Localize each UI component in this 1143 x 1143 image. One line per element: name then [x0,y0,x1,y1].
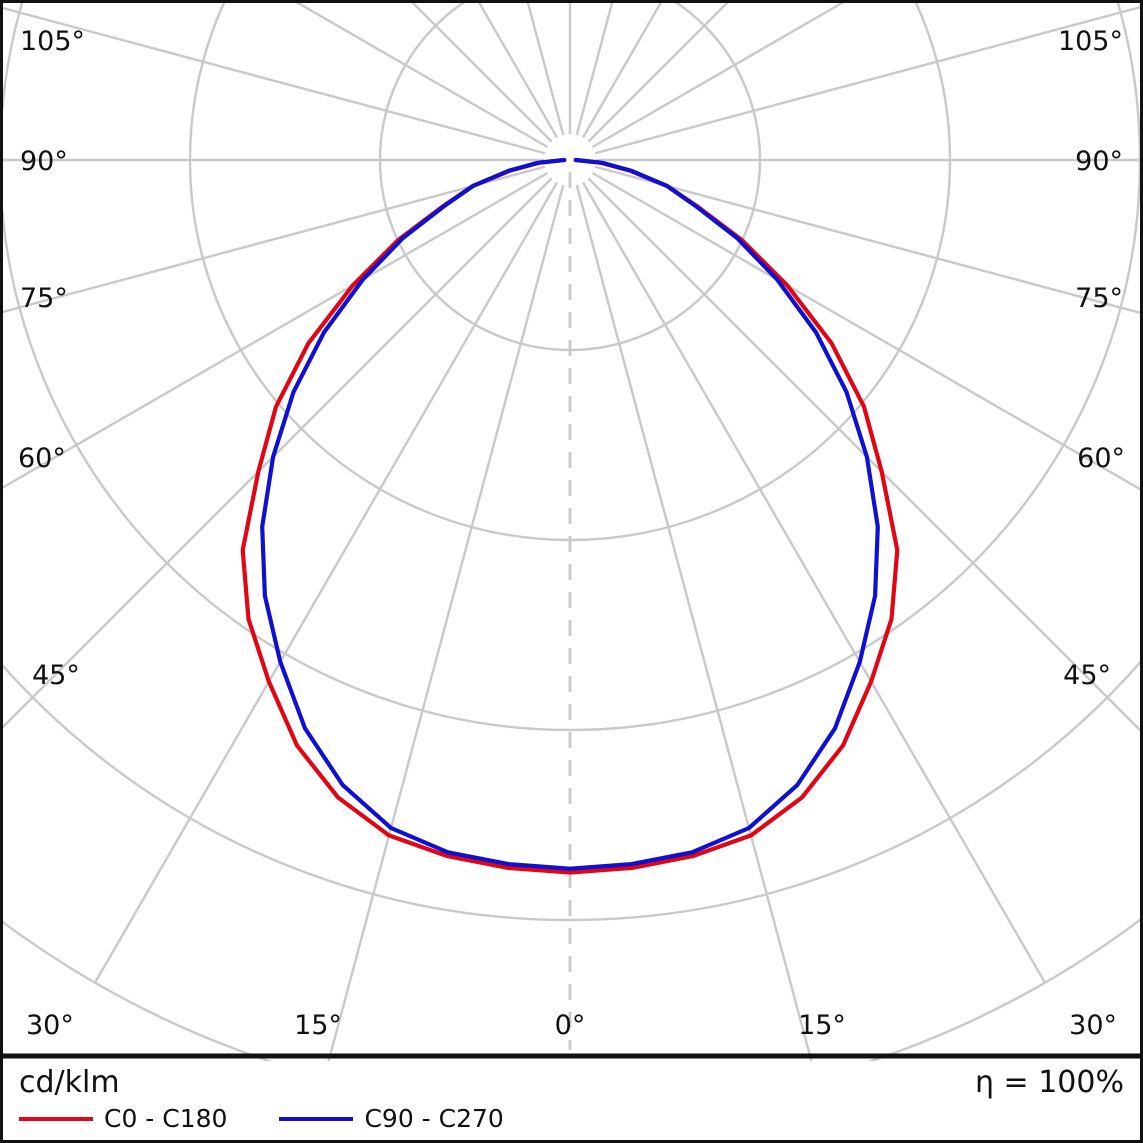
grid-radial-line [3,177,553,729]
grid-radial-line [581,181,1047,984]
efficiency-symbol: η [974,1065,994,1100]
grid-radial-line [295,3,549,149]
angle-label: 45° [1063,660,1111,691]
grid-radial-line [575,3,614,136]
angle-label: 15° [798,1010,846,1041]
legend-label-c0-c180: C0 - C180 [104,1104,228,1133]
grid-radial-line [3,171,549,489]
polar-chart-canvas: 105° 90° 75° 60° 45° 30° 15° 0° 15° 30° 45° 60° 75° 9… [3,3,1140,1061]
curve-c90-c270 [260,157,880,871]
curve-c0-c180 [240,157,900,875]
angle-label: 105° [20,26,85,57]
angle-label: 105° [1058,26,1123,57]
angle-label: 60° [1077,443,1125,474]
grid-radial-line [477,3,559,139]
angle-label: 60° [18,443,66,474]
legend-label-c90-c270: C90 - C270 [364,1104,504,1133]
grid-radial-line [587,3,729,143]
angle-label: 30° [1069,1010,1117,1041]
legend-item-c0-c180: C0 - C180 [19,1106,227,1131]
angle-label: 75° [1075,283,1123,314]
grid-radial-line [411,3,553,143]
efficiency-value: = 100% [1003,1065,1124,1100]
grid-radial-line [3,6,546,155]
legend: C0 - C180 C90 - C270 [19,1106,1124,1131]
grid-ring [3,918,1140,1061]
legend-swatch-c0-c180 [19,1116,93,1121]
grid-radial-line [594,165,1140,314]
legend-item-c90-c270: C90 - C270 [279,1104,504,1133]
angle-label: 90° [20,146,68,177]
grid-radial-line [581,3,663,139]
grid-radial-line [93,181,559,984]
footer-top-row: cd/klm η = 100% [19,1066,1124,1099]
angle-label: 0° [555,1010,586,1041]
grid-radial-line [575,184,813,1061]
angle-label: 30° [26,1010,74,1041]
grid-radial-line [594,6,1140,155]
angle-label: 90° [1075,146,1123,177]
grid-radial-line [327,184,565,1061]
grid-radial-line [591,171,1140,491]
unit-label: cd/klm [19,1065,120,1100]
grid-radial-line [3,165,546,314]
efficiency-label: η = 100% [975,1066,1124,1099]
grid-ring [3,660,1140,921]
grid-radial-line [591,3,845,149]
grid-ring [3,3,1140,732]
angle-label: 45° [32,660,80,691]
legend-swatch-c90-c270 [279,1116,354,1121]
grid-radial-line [526,3,565,136]
angle-label: 15° [294,1010,342,1041]
grid-radial-line [587,177,1140,732]
chart-footer: cd/klm η = 100% C0 - C180 C90 - C270 [3,1061,1140,1140]
angle-label: 75° [20,283,68,314]
